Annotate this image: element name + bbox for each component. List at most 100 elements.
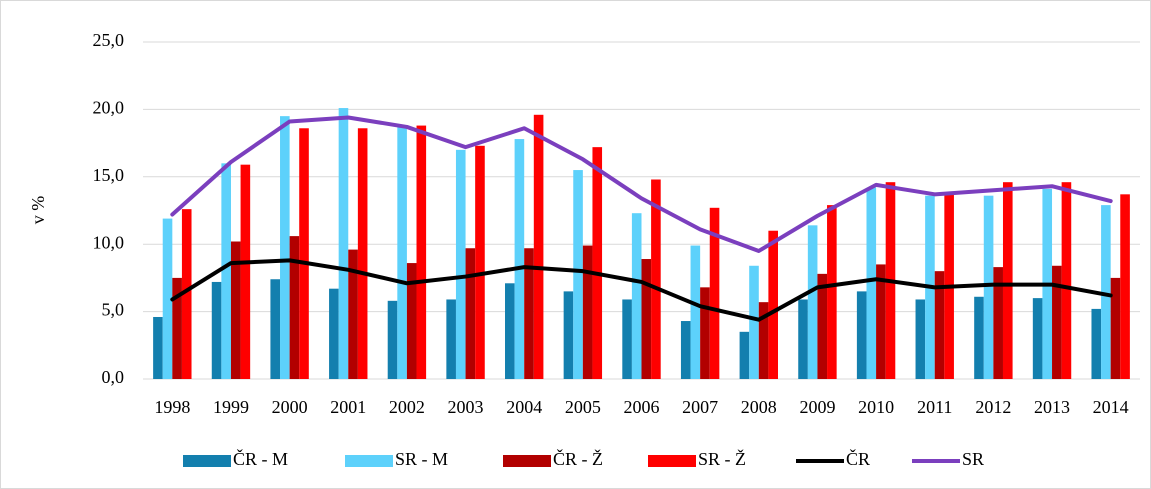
x-tick-label: 2001 — [330, 397, 366, 417]
bar — [827, 205, 837, 379]
legend-label: ČR - Ž — [553, 448, 603, 469]
bar — [299, 128, 309, 379]
bar — [641, 259, 652, 379]
bar — [357, 128, 368, 379]
bar — [758, 302, 769, 379]
bar — [416, 125, 427, 380]
y-tick-label: 15,0 — [93, 165, 125, 185]
bar — [1110, 277, 1121, 379]
y-tick-label: 0,0 — [102, 367, 125, 387]
bar — [563, 291, 574, 379]
bar — [974, 296, 984, 379]
legend-swatch — [183, 455, 231, 467]
bar — [631, 213, 642, 379]
x-tick-label: 2002 — [389, 397, 425, 417]
x-tick-label: 2008 — [741, 397, 777, 417]
bar — [680, 321, 691, 379]
x-tick-label: 2013 — [1034, 397, 1070, 417]
bar — [172, 277, 182, 379]
bar — [348, 249, 358, 379]
x-tick-label: 2014 — [1093, 397, 1129, 417]
x-tick-label: 2004 — [506, 397, 542, 417]
bar — [230, 241, 241, 379]
bar — [582, 245, 593, 379]
legend-swatch — [503, 455, 551, 467]
bar — [573, 170, 583, 379]
x-tick-label: 2006 — [624, 397, 660, 417]
legend-label: ČR — [846, 448, 870, 469]
bar — [798, 299, 808, 379]
x-tick-label: 2009 — [799, 397, 835, 417]
bar — [153, 316, 163, 379]
bar — [993, 267, 1003, 379]
bar — [524, 248, 534, 379]
bar — [1002, 182, 1013, 379]
bar — [221, 163, 231, 379]
x-tick-label: 2003 — [448, 397, 484, 417]
bar — [866, 187, 877, 379]
bar — [406, 263, 417, 379]
bar — [1120, 194, 1130, 379]
bar — [983, 195, 994, 379]
legend-label: SR - M — [395, 449, 448, 469]
bar — [1032, 298, 1043, 379]
x-tick-label: 1998 — [154, 397, 190, 417]
bar — [709, 207, 720, 379]
bar — [289, 236, 300, 379]
bar — [387, 300, 398, 379]
bar — [934, 271, 945, 379]
bar — [533, 114, 544, 380]
x-tick-label: 2007 — [682, 397, 718, 417]
bar — [280, 116, 290, 379]
bar — [700, 287, 710, 379]
bar — [505, 283, 515, 379]
bar — [162, 218, 173, 379]
line — [170, 115, 1113, 253]
bar — [651, 179, 661, 379]
line — [170, 258, 1113, 322]
bar — [1101, 205, 1111, 379]
y-tick-label: 20,0 — [93, 98, 125, 118]
y-tick-label: 25,0 — [93, 30, 125, 50]
bar — [1061, 182, 1072, 379]
bar — [622, 299, 632, 379]
bar — [455, 149, 466, 379]
bar — [211, 281, 222, 379]
bar — [338, 108, 349, 379]
bar — [739, 331, 750, 379]
bar — [807, 225, 818, 379]
x-tick-label: 1999 — [213, 397, 249, 417]
y-axis-label: v % — [28, 196, 48, 225]
x-tick-label: 2005 — [565, 397, 601, 417]
legend-label: SR — [962, 449, 984, 469]
bar — [397, 126, 407, 379]
y-tick-label: 10,0 — [93, 232, 125, 252]
bar — [1091, 308, 1102, 379]
bar — [514, 139, 525, 379]
bar — [475, 145, 485, 379]
bar — [270, 279, 281, 379]
bar — [915, 299, 926, 379]
bar — [768, 230, 778, 379]
bar — [465, 248, 476, 379]
legend-swatch — [648, 455, 696, 467]
legend-label: ČR - M — [233, 448, 288, 469]
bar — [446, 299, 456, 379]
x-tick-label: 2010 — [858, 397, 894, 417]
legend-swatch — [345, 455, 393, 467]
bar — [181, 209, 192, 379]
bar — [1052, 265, 1062, 379]
x-tick-label: 2012 — [975, 397, 1011, 417]
bar — [592, 147, 603, 379]
x-tick-label: 2011 — [917, 397, 952, 417]
y-tick-label: 5,0 — [102, 300, 125, 320]
bar — [856, 291, 867, 379]
bar — [329, 288, 339, 379]
x-tick-label: 2000 — [272, 397, 308, 417]
bar — [690, 245, 701, 379]
bar — [817, 273, 828, 379]
bar — [876, 264, 886, 379]
legend-label: SR - Ž — [698, 448, 746, 469]
bar — [749, 265, 759, 379]
